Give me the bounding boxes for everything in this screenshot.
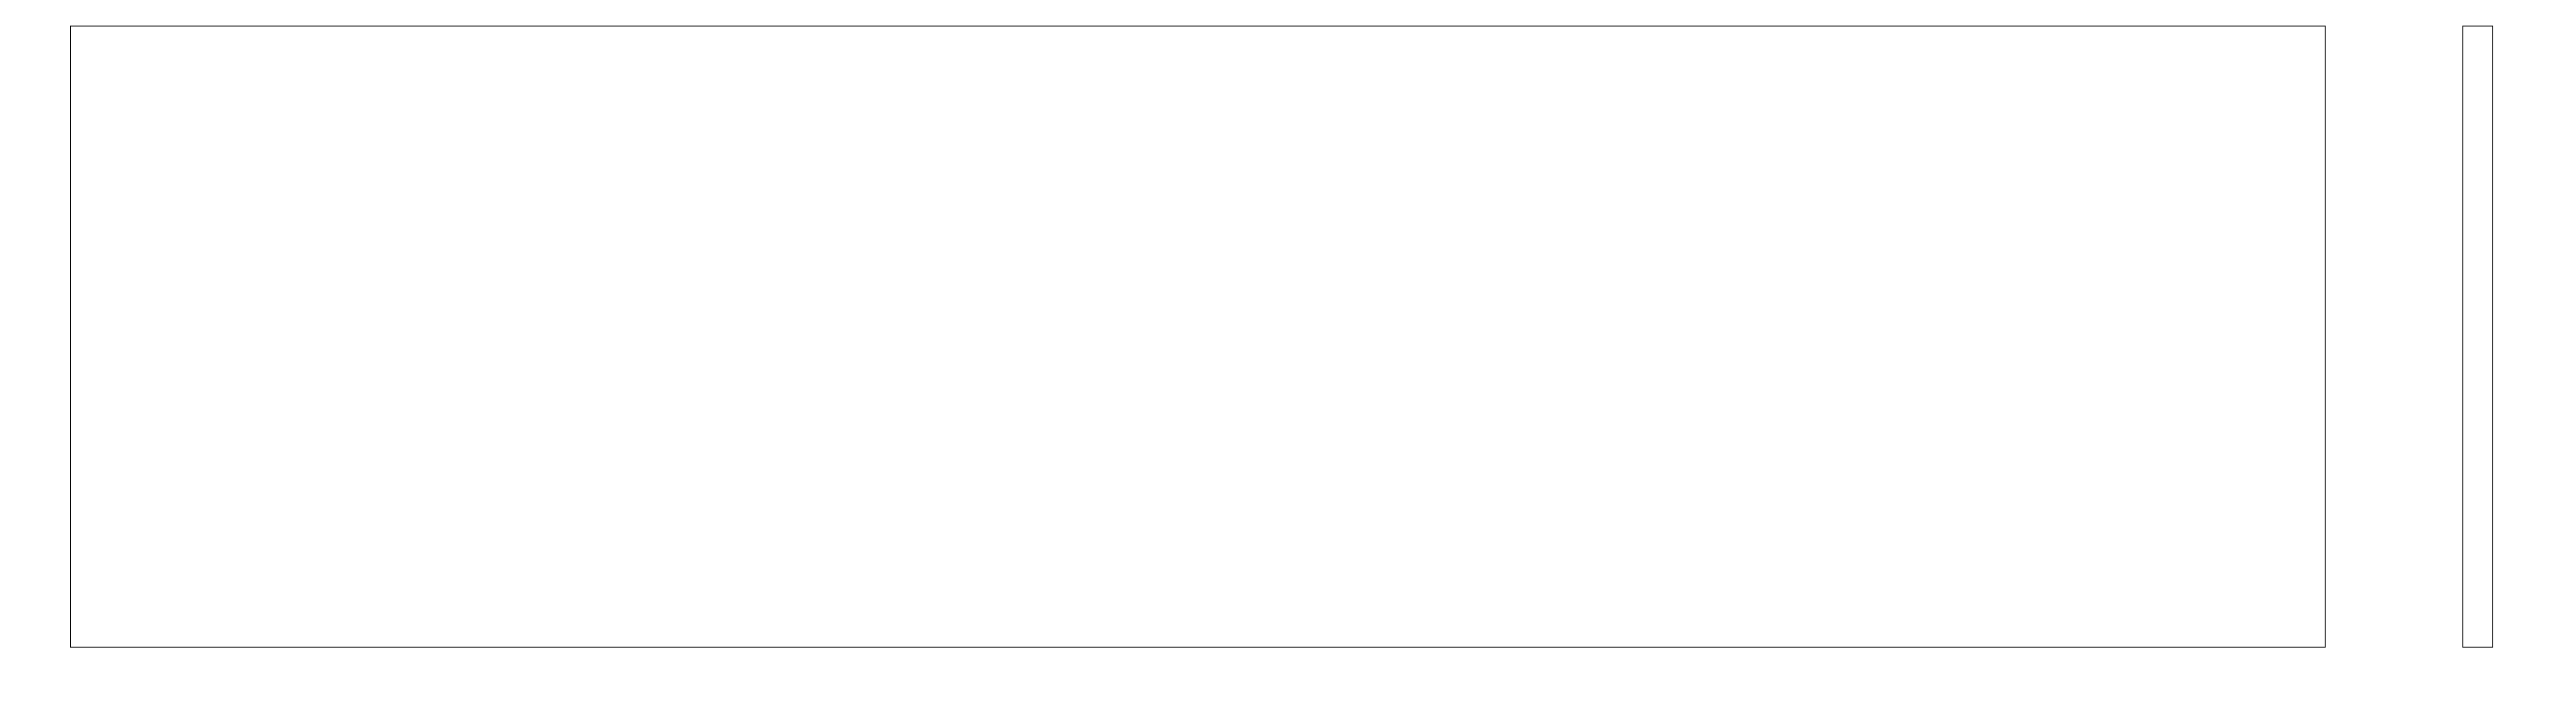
heatmap-canvas — [70, 26, 2326, 648]
colorbar-canvas — [2462, 26, 2493, 648]
